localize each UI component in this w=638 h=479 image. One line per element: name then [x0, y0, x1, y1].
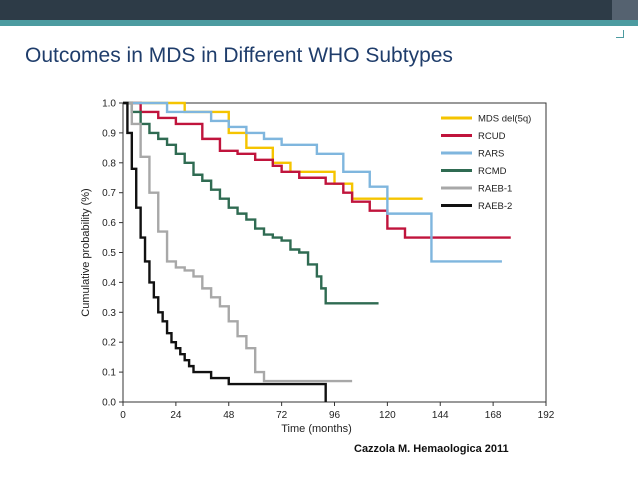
- legend-label: RARS: [478, 149, 504, 160]
- x-tick-label: 0: [120, 410, 126, 421]
- y-tick-label: 0.6: [102, 218, 116, 229]
- series-line-rcud: [123, 101, 511, 239]
- legend-label: MDS del(5q): [478, 114, 531, 125]
- y-tick-label: 0.5: [102, 248, 116, 259]
- header-accent-stripe: [0, 20, 638, 26]
- x-tick-label: 96: [329, 410, 341, 421]
- legend-label: RCUD: [478, 131, 506, 142]
- y-tick-label: 0.1: [102, 368, 116, 379]
- header-corner-block: [612, 0, 638, 20]
- y-tick-label: 0.9: [102, 128, 116, 139]
- y-tick-label: 0.0: [102, 398, 116, 409]
- x-tick-label: 144: [432, 410, 449, 421]
- legend-label: RAEB-2: [478, 201, 512, 212]
- series-line-raeb-1: [123, 101, 353, 383]
- y-tick-label: 0.7: [102, 188, 116, 199]
- corner-bracket-icon: [616, 30, 624, 38]
- y-axis-label: Cumulative probability (%): [80, 188, 92, 316]
- header-bar: [0, 0, 638, 20]
- series-line-raeb-2: [123, 101, 327, 402]
- x-tick-label: 48: [223, 410, 235, 421]
- x-tick-label: 168: [485, 410, 502, 421]
- series-line-rcmd: [123, 101, 379, 305]
- x-axis-label: Time (months): [281, 423, 352, 435]
- y-tick-label: 1.0: [102, 99, 116, 110]
- series-line-rars: [123, 101, 502, 263]
- x-tick-label: 192: [538, 410, 555, 421]
- x-tick-label: 120: [379, 410, 396, 421]
- legend-label: RCMD: [478, 166, 507, 177]
- x-tick-label: 24: [170, 410, 182, 421]
- x-tick-label: 72: [276, 410, 288, 421]
- slide-title: Outcomes in MDS in Different WHO Subtype…: [25, 44, 453, 67]
- legend-label: RAEB-1: [478, 184, 512, 195]
- y-tick-label: 0.4: [102, 278, 116, 289]
- y-tick-label: 0.8: [102, 158, 116, 169]
- y-tick-label: 0.2: [102, 338, 116, 349]
- citation: Cazzola M. Hemaologica 2011: [354, 443, 509, 455]
- y-tick-label: 0.3: [102, 308, 116, 319]
